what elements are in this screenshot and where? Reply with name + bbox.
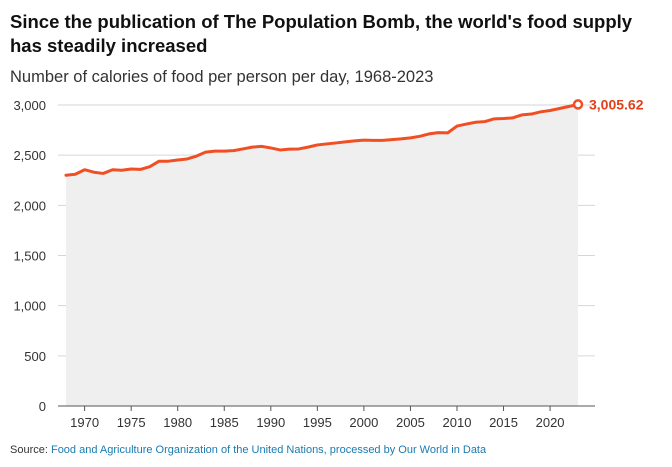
- source-link[interactable]: Food and Agriculture Organization of the…: [50, 444, 487, 456]
- end-point-marker[interactable]: [572, 99, 584, 110]
- x-tick-label: 2015: [489, 415, 518, 430]
- x-axis-ticks: 1970 1975 1980 1985 1990 1995 2000 2005 2010 2015…: [70, 406, 565, 430]
- x-tick-label: 1995: [303, 415, 332, 430]
- y-tick-label: 2,500: [13, 148, 46, 163]
- end-value-label: 3,005.62: [589, 96, 644, 112]
- x-tick-label: 1980: [163, 415, 192, 430]
- y-axis-ticks: 0 500 1,000 1,500 2,000 2,500 3,000: [13, 98, 46, 414]
- x-tick-label: 2000: [349, 415, 378, 430]
- chart-subtitle: Number of calories of food per person pe…: [10, 68, 434, 86]
- x-tick-label: 1970: [70, 415, 99, 430]
- series-line: [64, 102, 580, 177]
- y-tick-label: 1,500: [13, 249, 46, 264]
- source-prefix: Source:: [10, 444, 51, 456]
- y-tick-label: 2,000: [13, 198, 46, 213]
- chart-title: Since the publication of The Population …: [10, 11, 633, 56]
- x-tick-label: 1990: [256, 415, 285, 430]
- x-tick-label: 1975: [117, 415, 146, 430]
- y-tick-label: 1,000: [13, 299, 46, 314]
- x-tick-label: 2005: [396, 415, 425, 430]
- y-tick-label: 3,000: [13, 98, 46, 113]
- area-fill: [66, 104, 578, 406]
- y-tick-label: 0: [39, 399, 46, 414]
- y-tick-label: 500: [24, 349, 46, 364]
- source-note: Source: Food and Agriculture Organizatio…: [10, 444, 486, 456]
- x-tick-label: 2020: [536, 415, 565, 430]
- x-tick-label: 2010: [443, 415, 472, 430]
- x-tick-label: 1985: [210, 415, 239, 430]
